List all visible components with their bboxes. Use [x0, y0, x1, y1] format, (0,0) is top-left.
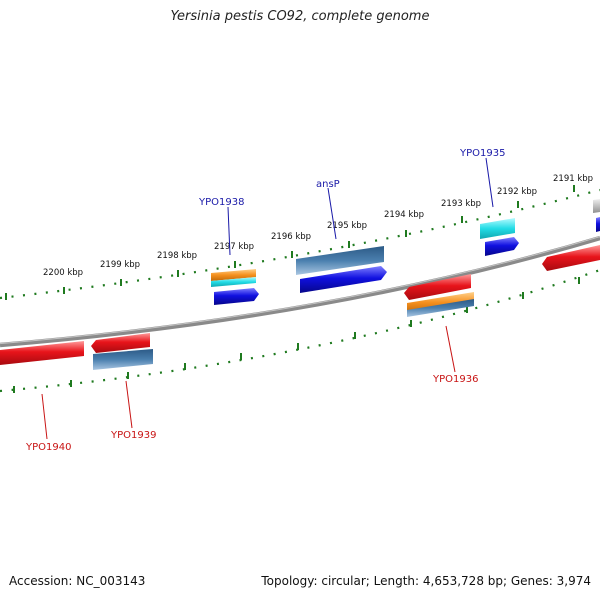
gene-label-forward: ansP	[316, 179, 340, 190]
gene-arrow-blue	[485, 237, 519, 256]
gene-arrow-blue	[214, 288, 259, 305]
gene-arrow-blue-ansP	[300, 266, 387, 293]
feature-cyan	[211, 277, 256, 287]
feature-grey	[593, 199, 600, 213]
leader-line	[41, 393, 48, 440]
scale-label: 2193 kbp	[441, 199, 481, 209]
gene-label-reverse: YPO1940	[25, 442, 71, 453]
scale-label: 2197 kbp	[214, 242, 254, 252]
scale-label: 2195 kbp	[327, 221, 367, 231]
accession-text: Accession: NC_003143	[9, 574, 146, 588]
gene-label-forward: YPO1935	[459, 148, 505, 159]
scale-label: 2196 kbp	[271, 232, 311, 242]
scale-label: 2194 kbp	[384, 210, 424, 220]
feature-steel	[93, 349, 153, 370]
gene-arrow-red-YPO1936	[404, 274, 471, 300]
genome-backbone-line	[0, 235, 600, 348]
scale-label: 2199 kbp	[100, 260, 140, 270]
feature-steel	[407, 299, 474, 317]
map-title: Yersinia pestis CO92, complete genome	[170, 9, 430, 24]
scale-label: 2198 kbp	[157, 251, 197, 261]
leader-line	[125, 380, 133, 429]
gene-arrow-red	[91, 333, 150, 353]
outer-major-ticks	[5, 185, 575, 300]
scale-label: 2192 kbp	[497, 187, 537, 197]
gene-arrow-blue	[596, 217, 600, 232]
leader-line	[485, 157, 494, 208]
gene-arrow-red	[542, 245, 600, 271]
forward-strand-features	[211, 199, 600, 305]
genome-stats-text: Topology: circular; Length: 4,653,728 bp…	[261, 574, 591, 588]
leader-line	[445, 325, 456, 373]
inner-major-ticks	[13, 277, 580, 393]
gene-label-reverse: YPO1939	[110, 430, 156, 441]
gene-arrow-red	[0, 341, 84, 365]
feature-steel	[296, 246, 384, 275]
scale-label: 2200 kbp	[43, 268, 83, 278]
reverse-strand-features	[0, 245, 600, 370]
genome-backbone-highlight	[0, 236, 600, 345]
scale-label: 2191 kbp	[553, 174, 593, 184]
leader-line	[327, 187, 337, 240]
gene-label-forward: YPO1938	[198, 197, 244, 208]
leader-line	[227, 206, 231, 256]
gene-label-reverse: YPO1936	[432, 374, 478, 385]
feature-cyan	[480, 218, 515, 239]
